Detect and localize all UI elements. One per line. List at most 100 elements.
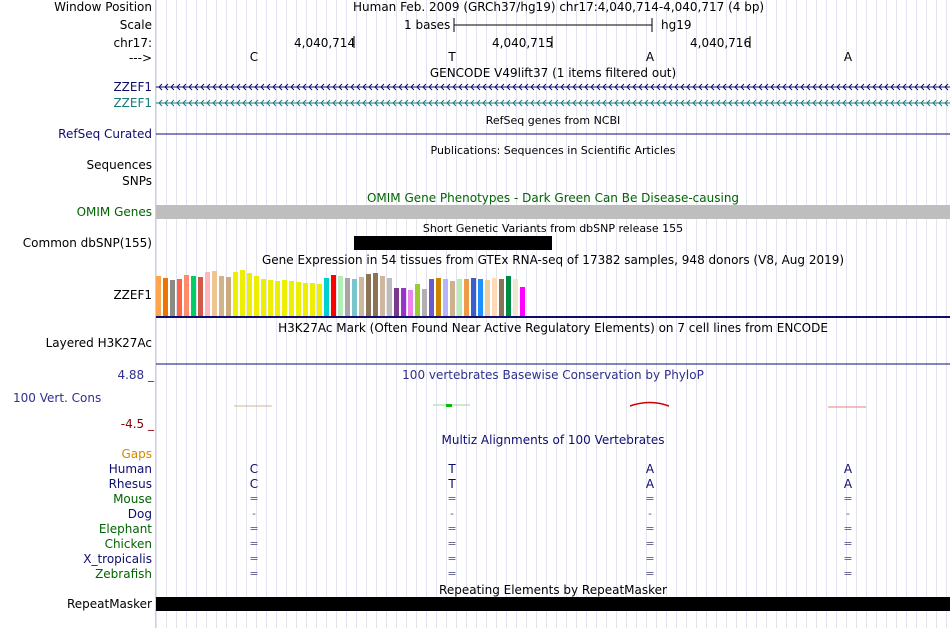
gtex-tissue-bar[interactable]	[205, 272, 210, 316]
snps-label[interactable]: SNPs	[122, 174, 152, 188]
gtex-tissue-bar[interactable]	[338, 276, 343, 316]
gtex-tissue-bar[interactable]	[212, 271, 217, 316]
gtex-tissue-bar[interactable]	[513, 279, 518, 316]
gtex-tissue-bar[interactable]	[499, 279, 504, 316]
gaps-label[interactable]: Gaps	[121, 447, 152, 461]
gtex-tissue-bar[interactable]	[380, 276, 385, 316]
gtex-tissue-bar[interactable]	[156, 276, 161, 316]
gtex-tissue-bar[interactable]	[289, 281, 294, 316]
alignment-base: T	[448, 477, 456, 491]
gencode-transcript-2[interactable]	[156, 99, 950, 107]
gtex-tissue-bar[interactable]	[471, 278, 476, 316]
dbsnp-variant-bar[interactable]	[354, 236, 552, 250]
publications-track-title[interactable]: Publications: Sequences in Scientific Ar…	[430, 144, 676, 157]
species-label-elephant[interactable]: Elephant	[98, 522, 152, 536]
gtex-tissue-bar[interactable]	[415, 284, 420, 316]
alignment-base: =	[249, 522, 259, 535]
gtex-tissue-bar[interactable]	[170, 280, 175, 316]
gtex-tissue-bar[interactable]	[163, 278, 168, 316]
gtex-tissue-bar[interactable]	[226, 277, 231, 316]
gtex-tissue-bar[interactable]	[394, 288, 399, 316]
gtex-tissue-bar[interactable]	[317, 284, 322, 316]
gtex-tissue-bar[interactable]	[310, 283, 315, 316]
gtex-tissue-bar[interactable]	[296, 282, 301, 316]
gtex-tissue-bar[interactable]	[254, 276, 259, 316]
gtex-tissue-bar[interactable]	[275, 281, 280, 316]
gtex-gene-label[interactable]: ZZEF1	[113, 288, 152, 302]
gencode-transcript-1[interactable]	[156, 83, 950, 91]
gtex-tissue-bar[interactable]	[436, 278, 441, 316]
gtex-tissue-bar[interactable]	[485, 280, 490, 316]
gtex-tissue-bar[interactable]	[268, 280, 273, 316]
gtex-tissue-bar[interactable]	[219, 276, 224, 316]
ruler-position-3: 4,040,716	[690, 36, 752, 50]
repeatmasker-feature-bar[interactable]	[156, 597, 950, 611]
alignment-base: =	[249, 567, 259, 580]
species-label-dog[interactable]: Dog	[127, 507, 152, 521]
gtex-tissue-bar[interactable]	[478, 279, 483, 316]
species-label-mouse[interactable]: Mouse	[113, 492, 152, 506]
gtex-tissue-bar[interactable]	[408, 290, 413, 316]
phylop-track-title[interactable]: 100 vertebrates Basewise Conservation by…	[402, 368, 704, 382]
refseq-track-title[interactable]: RefSeq genes from NCBI	[485, 114, 621, 127]
gtex-tissue-bar[interactable]	[457, 279, 462, 316]
species-label-rhesus[interactable]: Rhesus	[108, 477, 152, 491]
gtex-tissue-bar[interactable]	[352, 279, 357, 316]
gtex-tissue-bar[interactable]	[184, 275, 189, 316]
dbsnp-label[interactable]: Common dbSNP(155)	[22, 236, 152, 250]
gtex-track-title[interactable]: Gene Expression in 54 tissues from GTEx …	[261, 253, 845, 267]
multiz-track-title[interactable]: Multiz Alignments of 100 Vertebrates	[441, 433, 665, 447]
gencode-track-title[interactable]: GENCODE V49lift37 (1 items filtered out)	[429, 66, 677, 80]
h3k27ac-label[interactable]: Layered H3K27Ac	[45, 336, 152, 350]
gtex-tissue-bar[interactable]	[443, 279, 448, 316]
gtex-tissue-bar[interactable]	[429, 279, 434, 316]
gtex-tissue-bar[interactable]	[198, 277, 203, 316]
species-label-x_tropicalis[interactable]: X_tropicalis	[83, 552, 152, 566]
chromosome-label[interactable]: chr17:	[113, 36, 152, 50]
gtex-tissue-bar[interactable]	[261, 279, 266, 316]
species-label-chicken[interactable]: Chicken	[104, 537, 152, 551]
gtex-tissue-bar[interactable]	[373, 273, 378, 316]
omim-label[interactable]: OMIM Genes	[76, 205, 152, 219]
omim-feature-bar[interactable]	[156, 205, 950, 219]
gtex-tissue-bar[interactable]	[247, 273, 252, 316]
gtex-tissue-bar[interactable]	[331, 275, 336, 316]
gtex-tissue-bar[interactable]	[303, 283, 308, 316]
gencode-gene-label-2[interactable]: ZZEF1	[113, 96, 152, 110]
sequences-label[interactable]: Sequences	[86, 158, 152, 172]
gtex-tissue-bar[interactable]	[450, 281, 455, 316]
gencode-gene-label-1[interactable]: ZZEF1	[113, 80, 152, 94]
species-label-human[interactable]: Human	[108, 462, 152, 476]
scale-bar	[453, 18, 653, 32]
gtex-tissue-bar[interactable]	[387, 278, 392, 316]
species-label-zebrafish[interactable]: Zebrafish	[95, 567, 152, 581]
gtex-tissue-bar[interactable]	[464, 279, 469, 316]
gtex-tissue-bar[interactable]	[240, 270, 245, 316]
repeatmasker-label[interactable]: RepeatMasker	[66, 597, 152, 611]
dbsnp-track-title[interactable]: Short Genetic Variants from dbSNP releas…	[422, 222, 684, 235]
gtex-tissue-bar[interactable]	[520, 287, 525, 316]
gtex-tissue-bar[interactable]	[233, 272, 238, 316]
gtex-tissue-bar[interactable]	[345, 278, 350, 316]
ruler-position-1: 4,040,714	[294, 36, 356, 50]
gtex-tissue-bar[interactable]	[366, 274, 371, 316]
gtex-tissue-bar[interactable]	[401, 288, 406, 316]
scale-label[interactable]: Scale	[119, 18, 152, 32]
refseq-label[interactable]: RefSeq Curated	[58, 127, 152, 141]
gtex-tissue-bar[interactable]	[422, 289, 427, 316]
gtex-tissue-bar[interactable]	[492, 278, 497, 316]
gtex-tissue-bar[interactable]	[177, 279, 182, 316]
omim-track-title[interactable]: OMIM Gene Phenotypes - Dark Green Can Be…	[366, 191, 740, 205]
alignment-base: =	[447, 552, 457, 565]
h3k27ac-track-title[interactable]: H3K27Ac Mark (Often Found Near Active Re…	[278, 321, 828, 335]
repeatmasker-track-title[interactable]: Repeating Elements by RepeatMasker	[439, 583, 667, 597]
gtex-tissue-bar[interactable]	[506, 276, 511, 316]
phylop-label[interactable]: 100 Vert. Cons	[13, 391, 102, 405]
window-position-label[interactable]: Window Position	[54, 0, 152, 14]
gtex-tissue-bar[interactable]	[191, 276, 196, 316]
gtex-tissue-bar[interactable]	[282, 280, 287, 316]
gtex-tissue-bar[interactable]	[359, 277, 364, 316]
alignment-base: =	[249, 552, 259, 565]
gtex-tissue-bar[interactable]	[324, 278, 329, 316]
strand-arrow-label[interactable]: --->	[128, 51, 152, 65]
